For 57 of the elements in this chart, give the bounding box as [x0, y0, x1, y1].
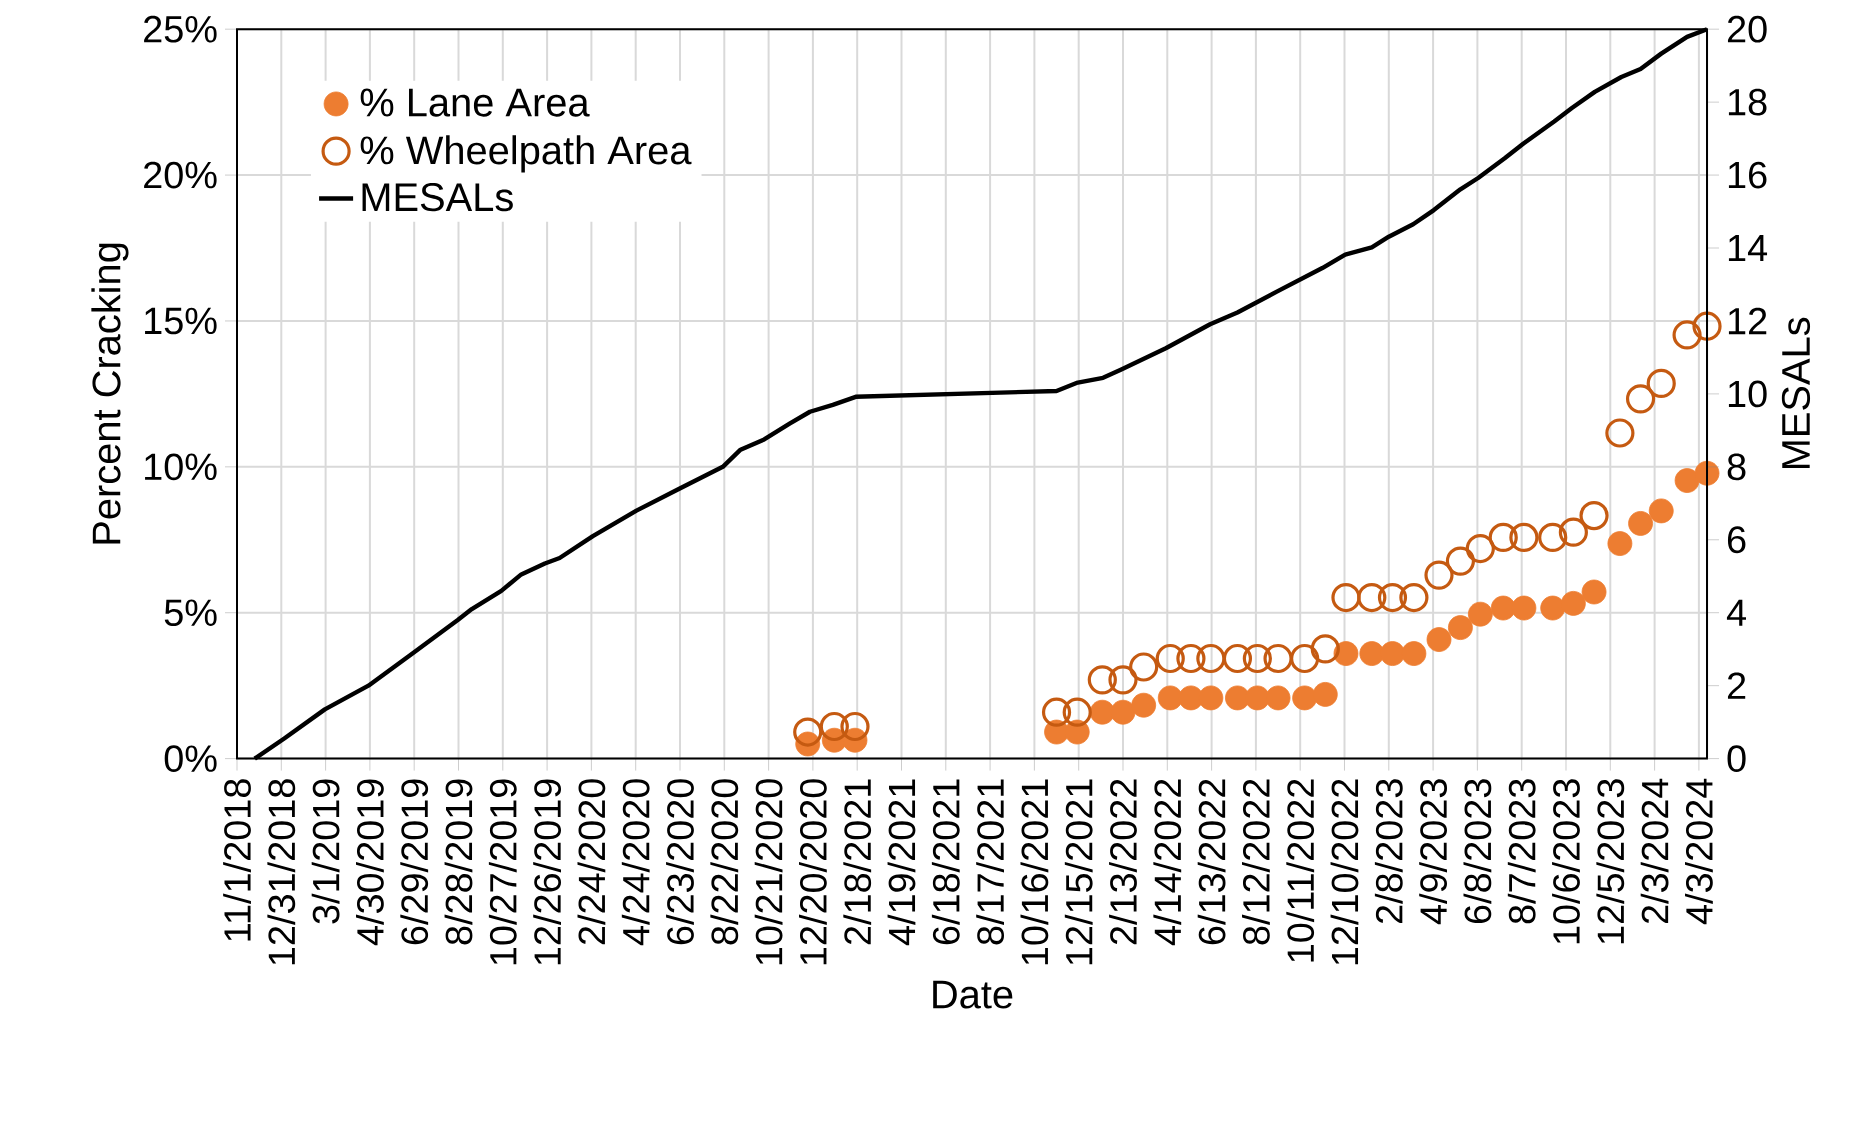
x-tick-label: 8/17/2021: [976, 779, 1004, 945]
x-tick-label: 10/11/2022: [1286, 779, 1315, 962]
x-tick-label: 10/6/2023: [1552, 779, 1580, 944]
y-tick-label: 20%: [144, 161, 217, 189]
x-tick-label: 4/24/2020: [621, 779, 650, 946]
y2-tick-label: 10: [1728, 380, 1767, 408]
y2-tick-label: 4: [1726, 599, 1746, 626]
x-tick-label: 6/8/2023: [1463, 779, 1492, 924]
y-tick-label: 25%: [144, 15, 217, 43]
x-tick-label: 2/13/2022: [1109, 779, 1137, 945]
x-tick-label: 6/29/2019: [400, 779, 429, 945]
x-tick-label: 6/13/2022: [1197, 779, 1226, 945]
x-tick-label: 2/18/2021: [843, 779, 872, 945]
y2-axis-title: MESALs: [1781, 317, 1811, 469]
y-tick-label: 15%: [145, 307, 217, 335]
x-tick-label: 8/28/2019: [444, 779, 473, 945]
y2-tick-label: 20: [1727, 15, 1767, 43]
y2-tick-label: 2: [1727, 672, 1746, 699]
y2-tick-label: 0: [1727, 745, 1746, 772]
y2-tick-label: 14: [1728, 235, 1768, 262]
x-tick-label: 12/31/2018: [267, 779, 296, 965]
x-tick-label: 2/8/2023: [1374, 779, 1403, 924]
legend-label: % Wheelpath Area: [360, 135, 692, 173]
x-tick-label: 3/1/2019: [311, 779, 340, 924]
legend-label: % Lane Area: [360, 88, 590, 117]
x-tick-label: 8/22/2020: [710, 779, 739, 945]
x-tick-label: 4/19/2021: [887, 779, 916, 946]
x-tick-label: 12/15/2021: [1064, 779, 1093, 965]
x-tick-label: 2/3/2024: [1640, 778, 1669, 924]
x-tick-label: 6/18/2021: [931, 779, 960, 945]
x-tick-label: 6/23/2020: [666, 779, 694, 945]
y-tick-label: 0%: [164, 745, 217, 773]
y-tick-label: 5%: [164, 599, 217, 627]
x-tick-label: 12/5/2023: [1596, 779, 1625, 944]
x-tick-label: 2/24/2020: [577, 779, 606, 945]
x-tick-label: 10/21/2020: [754, 779, 783, 965]
y-tick-label: 10%: [145, 453, 217, 481]
x-tick-label: 4/3/2024: [1684, 778, 1713, 925]
x-tick-label: 12/10/2022: [1330, 779, 1359, 965]
x-tick-label: 4/9/2023: [1419, 779, 1447, 925]
x-axis-title: Date: [933, 980, 1013, 1009]
x-tick-label: 12/26/2019: [533, 779, 562, 965]
x-tick-label: 8/7/2023: [1507, 779, 1536, 924]
x-tick-label: 10/16/2021: [1020, 779, 1049, 965]
x-tick-label: 8/12/2022: [1241, 779, 1270, 945]
x-tick-label: 4/30/2019: [355, 779, 384, 946]
y2-tick-label: 8: [1727, 453, 1746, 481]
x-tick-label: 10/27/2019: [488, 779, 517, 965]
legend-label: MESALs: [362, 183, 513, 212]
y2-tick-label: 18: [1728, 88, 1767, 116]
y2-tick-label: 16: [1728, 161, 1767, 189]
y-axis-title: Percent Cracking: [91, 243, 129, 544]
y2-tick-label: 12: [1728, 307, 1767, 335]
x-tick-label: 4/14/2022: [1153, 779, 1182, 946]
y2-tick-label: 6: [1727, 526, 1746, 554]
x-tick-label: 11/1/2018: [223, 779, 251, 941]
x-tick-label: 12/20/2020: [798, 779, 827, 965]
